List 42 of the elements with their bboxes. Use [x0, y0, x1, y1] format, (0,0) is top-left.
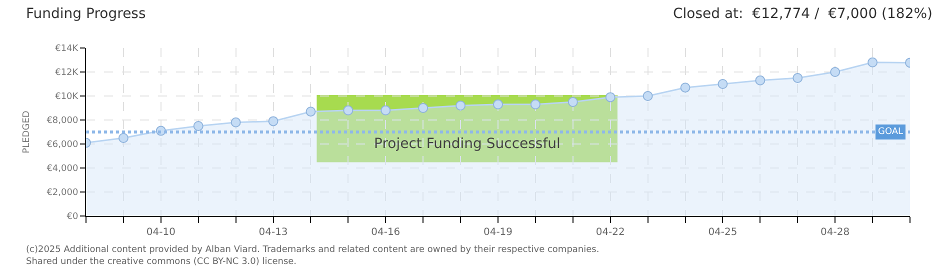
y-tick-label: €14K: [55, 44, 80, 54]
point: [830, 67, 840, 77]
text: (c)2025 Additional content provided by Alban Viard. Trademarks and related content are owned by their respective companies.: [26, 245, 600, 255]
point: [343, 105, 354, 116]
point: [193, 121, 204, 131]
y-tick-label: €8,000: [46, 116, 78, 126]
y-tick-label: €4,000: [46, 164, 78, 174]
y-axis-title: PLEDGED: [22, 110, 32, 154]
point: [493, 99, 503, 110]
point: [380, 105, 391, 116]
y-tick-label: €12K: [55, 68, 80, 78]
annotation: Project Funding Successful: [374, 136, 560, 152]
x-tick-label: 04-22: [596, 227, 625, 238]
point: [530, 99, 540, 110]
point: [605, 92, 616, 102]
point: [568, 97, 578, 107]
point: [868, 57, 878, 68]
text: Shared under the creative commons (CC BY-NC 3.0) license.: [26, 257, 297, 267]
y-tick-label: €6,000: [46, 140, 78, 150]
x-tick-label: 04-13: [258, 227, 288, 238]
x-tick-label: 04-10: [146, 227, 176, 238]
point: [792, 73, 803, 83]
y-tick-label: €2,000: [46, 188, 78, 198]
point: [418, 103, 428, 113]
point: [456, 100, 466, 111]
ref-line-label: GOAL: [878, 127, 904, 137]
y-tick-label: €0: [66, 212, 78, 222]
chart-title: Funding Progress: [26, 6, 146, 22]
chart-subtitle: Closed at: €12,774 / €7,000 (182%): [673, 6, 933, 22]
y-tick-label: €10K: [55, 92, 80, 102]
point: [306, 106, 316, 117]
point: [230, 117, 241, 128]
point: [755, 75, 766, 86]
x-tick-label: 04-25: [708, 227, 738, 238]
point: [268, 116, 278, 126]
point: [680, 82, 690, 93]
point: [718, 79, 728, 89]
point: [118, 133, 128, 143]
x-tick-label: 04-28: [820, 227, 850, 238]
point: [642, 91, 653, 101]
x-tick-label: 04-16: [371, 227, 400, 238]
x-tick-label: 04-19: [483, 227, 513, 238]
